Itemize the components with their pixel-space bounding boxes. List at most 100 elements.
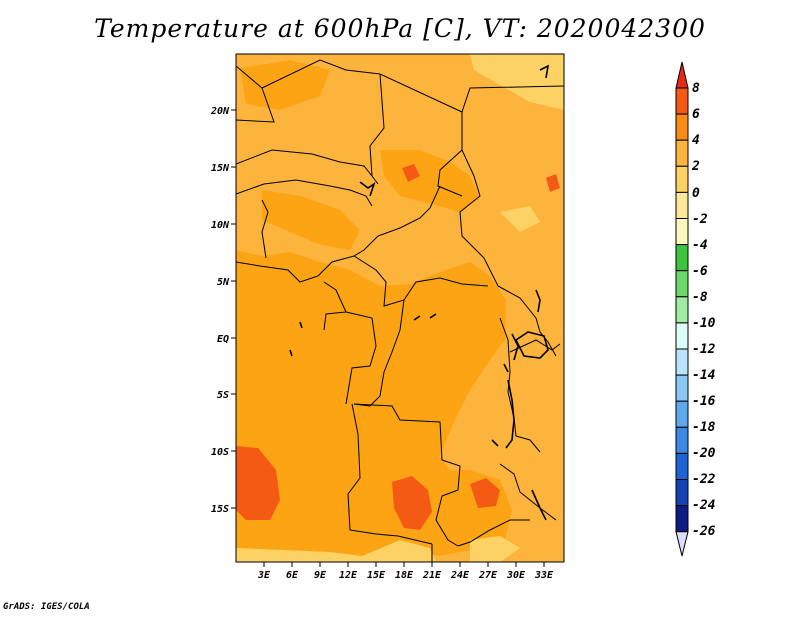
lat-labels: 20N 15N 10N 5N EQ 5S 10S 15S (210, 106, 230, 515)
colorbar-swatch (675, 113, 689, 141)
border-path (261, 199, 269, 259)
border-path (236, 179, 373, 207)
map-field (236, 54, 564, 562)
lon-label: 15E (367, 570, 386, 581)
colorbar-label: -24 (692, 498, 716, 513)
lon-label: 3E (257, 570, 271, 581)
colorbar-swatch (675, 426, 689, 454)
colorbar-label: -18 (692, 420, 716, 435)
lon-label: 9E (314, 570, 327, 581)
border-path (236, 65, 275, 123)
colorbar-swatch (675, 479, 689, 507)
map-frame (235, 53, 565, 563)
lat-label: EQ (217, 334, 229, 345)
border-path (353, 299, 405, 407)
colorbar-top-arrow (675, 61, 689, 89)
colorbar-swatch (675, 505, 689, 533)
colorbar-label: -4 (692, 238, 708, 253)
colorbar-label: -22 (692, 472, 716, 487)
colorbar-label: -10 (692, 316, 716, 331)
colorbar-label: -14 (692, 368, 716, 383)
field-hot-s1 (392, 476, 432, 530)
colorbar-swatch (675, 191, 689, 219)
lake-chad (359, 181, 376, 197)
lake-kivu (503, 363, 509, 373)
lat-label: 10S (211, 447, 229, 458)
border-path (236, 149, 373, 177)
colorbar-swatch (675, 218, 689, 246)
colorbar-label: -8 (692, 290, 708, 305)
field-hot-sw (236, 446, 280, 520)
lake-albert (511, 333, 519, 361)
lake-victoria (514, 331, 549, 359)
coast-spots (289, 313, 437, 357)
grads-credit: GrADS: IGES/COLA (3, 602, 90, 612)
colorbar-swatch (675, 165, 689, 193)
colorbar-swatch (675, 296, 689, 324)
colorbar-swatch (675, 348, 689, 376)
colorbar-label: -2 (692, 212, 708, 227)
lon-label: 21E (422, 570, 442, 581)
field-orange-northeast (380, 150, 480, 212)
colorbar-label: 2 (691, 159, 700, 174)
colorbar-swatch (675, 87, 689, 115)
lat-label: 20N (210, 106, 230, 117)
lat-label: 10N (211, 220, 230, 231)
border-path (369, 73, 385, 185)
colorbar-label: -20 (692, 446, 716, 461)
colorbar-label: 8 (692, 81, 700, 96)
colorbar-label: 4 (692, 133, 700, 148)
lon-label: 33E (534, 570, 554, 581)
field-pale-se (470, 536, 520, 562)
field-hot-n2 (546, 174, 560, 192)
colorbar-labels: 8 6 4 2 0 -2 -4 -6 -8 -10 -12 -14 -16 -1… (691, 81, 716, 539)
colorbar-swatch (675, 270, 689, 298)
lon-labels: 3E 6E 9E 12E 15E 18E 21E 24E 27E 30E 33E (257, 570, 554, 581)
colorbar-bottom-arrow (675, 531, 689, 557)
lon-label: 30E (506, 570, 526, 581)
lat-ticks (231, 109, 236, 509)
border-path (236, 255, 489, 307)
field-pale-ne (470, 54, 564, 110)
colorbar-swatch (675, 452, 689, 480)
map-title: Temperature at 600hPa [C], VT: 202004230… (94, 14, 706, 43)
colorbar (675, 61, 689, 557)
field-pale-e (500, 206, 540, 232)
country-borders (236, 59, 564, 562)
lat-label: 5S (217, 390, 229, 401)
colorbar-swatch (675, 139, 689, 167)
lake-tanganyika (505, 379, 515, 449)
lon-ticks (263, 562, 545, 567)
field-pale-south (236, 540, 436, 562)
lon-label: 18E (395, 570, 414, 581)
lakes (289, 64, 550, 521)
lon-label: 24E (450, 570, 470, 581)
border-path (457, 519, 530, 547)
colorbar-label: 6 (692, 107, 700, 122)
colorbar-swatch (675, 244, 689, 272)
border-path (461, 85, 564, 113)
field-orange-north (262, 190, 360, 250)
colorbar-label: -16 (692, 394, 716, 409)
border-path (509, 339, 561, 353)
field-hot-n1 (402, 164, 420, 182)
colorbar-label: -6 (692, 264, 708, 279)
lake-malawi (531, 489, 547, 521)
field-hot-s2 (470, 478, 500, 508)
colorbar-swatch (675, 400, 689, 428)
border-path (345, 311, 377, 405)
lake-turkana (535, 289, 541, 313)
border-path (353, 403, 461, 547)
border-path (499, 463, 557, 521)
border-path (347, 403, 433, 545)
colorbar-label: 0 (692, 186, 700, 201)
border-path (353, 185, 441, 257)
lat-label: 15N (211, 163, 230, 174)
colorbar-label: -12 (692, 342, 716, 357)
border-path (507, 391, 541, 453)
colorbar-swatch (675, 322, 689, 350)
lon-label: 6E (286, 570, 299, 581)
field-orange-ne2 (240, 60, 330, 110)
lake-mweru (491, 439, 499, 447)
